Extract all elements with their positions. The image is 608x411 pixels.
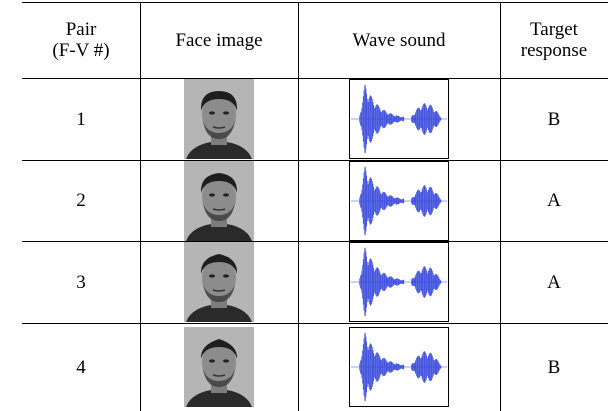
- pair-cell: 3: [22, 241, 140, 323]
- target-response: A: [547, 272, 561, 293]
- eye: [209, 111, 215, 114]
- wave-sound: [349, 161, 449, 241]
- wave-cell: [298, 323, 500, 411]
- header-text: Wave sound: [353, 30, 446, 51]
- pair-cell: 2: [22, 160, 140, 241]
- wave-cell: [298, 78, 500, 160]
- eye: [209, 274, 215, 277]
- face-cell: [140, 323, 298, 411]
- target-cell: B: [500, 323, 608, 411]
- face-image: [184, 327, 254, 407]
- eye: [223, 111, 229, 114]
- face-image: [184, 242, 254, 322]
- face-cell: [140, 160, 298, 241]
- face-cell: [140, 241, 298, 323]
- target-response: A: [547, 190, 561, 211]
- face-cell: [140, 78, 298, 160]
- wave-sound: [349, 242, 449, 322]
- wave-cell: [298, 160, 500, 241]
- eye: [223, 274, 229, 277]
- target-cell: A: [500, 160, 608, 241]
- pair-number: 2: [76, 190, 86, 211]
- header-cell: Wave sound: [298, 2, 500, 78]
- header-text: response: [521, 40, 587, 61]
- pair-number: 1: [76, 109, 86, 130]
- header-cell: Pair(F-V #): [22, 2, 140, 78]
- header-text: (F-V #): [52, 40, 109, 61]
- eye: [223, 193, 229, 196]
- face-image: [184, 161, 254, 241]
- target-cell: B: [500, 78, 608, 160]
- header-cell: Face image: [140, 2, 298, 78]
- wave-cell: [298, 241, 500, 323]
- face-image: [184, 79, 254, 159]
- pair-number: 3: [76, 272, 86, 293]
- target-cell: A: [500, 241, 608, 323]
- wave-sound: [349, 327, 449, 407]
- eye: [209, 359, 215, 362]
- pair-cell: 4: [22, 323, 140, 411]
- eye: [209, 193, 215, 196]
- pair-number: 4: [76, 357, 86, 378]
- page: Pair(F-V #) Face image Wave sound Targetres…: [0, 0, 608, 411]
- header-text: Target: [530, 19, 578, 40]
- header-text: Face image: [175, 30, 262, 51]
- header-text: Pair: [66, 19, 97, 40]
- eye: [223, 359, 229, 362]
- pair-cell: 1: [22, 78, 140, 160]
- target-response: B: [548, 109, 561, 130]
- target-response: B: [548, 357, 561, 378]
- wave-sound: [349, 79, 449, 159]
